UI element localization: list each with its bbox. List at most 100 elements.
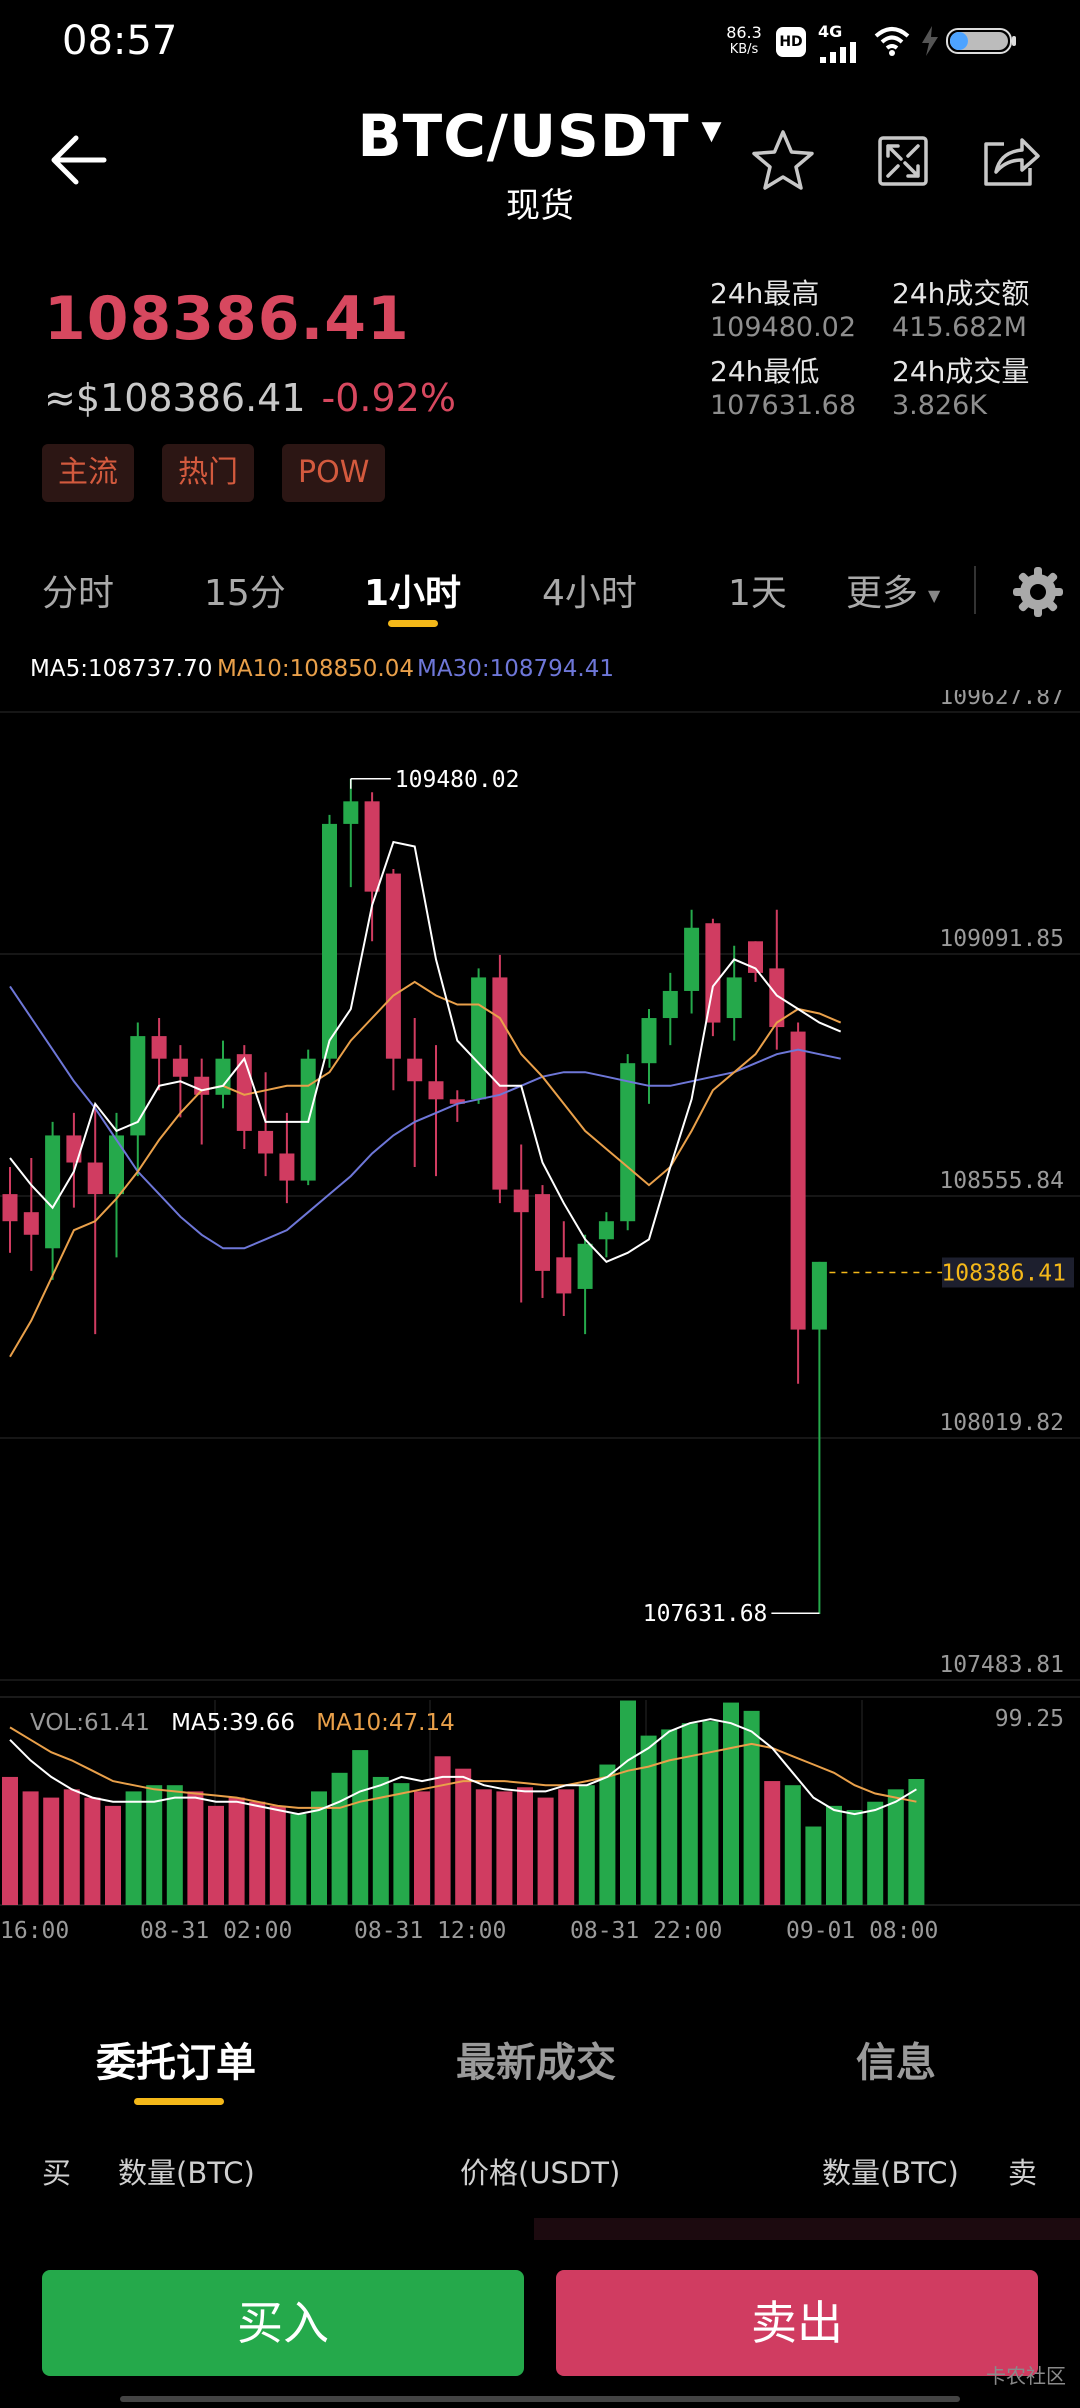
candle-up [641,1018,657,1064]
price-markers: 109480.02 107631.68 108386.41 [350,767,1074,1627]
volume-bars [2,1700,925,1905]
header-buy: 买 [42,2156,72,2190]
fullscreen-icon[interactable] [868,126,938,196]
volume-bar [826,1805,842,1905]
ma-lines [9,840,842,1358]
tab-timeframe-line[interactable]: 分时 [42,573,115,614]
tab-timeframe-1h[interactable]: 1小时 [364,573,462,614]
candle-down [492,977,508,1190]
volume-bar [331,1772,348,1905]
tag-mainstream[interactable]: 主流 [42,444,134,502]
tag-hot[interactable]: 热门 [162,444,254,502]
share-icon[interactable] [974,126,1044,196]
price-approx-row: ≈$108386.41 -0.92% [44,376,456,420]
tab-timeframe-4h[interactable]: 4小时 [542,573,637,614]
battery-icon [946,28,1016,54]
candle-down [407,1058,423,1082]
volume-bar [620,1700,636,1905]
caret-down-icon: ▼ [928,585,941,605]
volume-bar [908,1779,925,1905]
candle-up [684,927,700,991]
volume-bar [84,1797,101,1905]
candle-up [109,1135,124,1195]
candle-up [598,1221,614,1240]
back-arrow-icon[interactable] [46,128,110,192]
candle-up [471,977,487,1100]
stat-amount-label: 24h成交额 [892,277,1030,310]
pair-selector[interactable]: BTC/USDT ▼ [0,102,1080,170]
settings-gear-icon[interactable] [1010,564,1066,620]
ma5-legend: MA5:108737.70 [30,656,213,682]
candle-down [449,1099,465,1104]
volume-bar [22,1791,39,1905]
candle-down [258,1130,274,1154]
last-price-badge [942,1257,1074,1288]
tag-pow[interactable]: POW [282,444,386,502]
candle-up [322,823,337,1059]
watermark: 卡农社区 [986,2364,1066,2388]
volume-bar [517,1787,533,1905]
orderbook-depth-bar [534,2218,1080,2240]
y-axis-labels: 109627.87 109091.85 108555.84 108019.82 1074… [939,690,1064,1732]
volume-bar [187,1791,204,1905]
candle-up [811,1261,827,1330]
signal-icon: 4G [818,22,864,63]
volume-bar [558,1789,575,1905]
candlestick-chart[interactable]: 109627.87 109091.85 108555.84 108019.82 1074… [0,690,1080,1940]
star-icon[interactable] [748,126,818,196]
tab-timeframe-15m[interactable]: 15分 [204,573,286,614]
stat-volume-label: 24h成交量 [892,355,1030,388]
stat-high-value: 109480.02 [710,312,857,343]
status-time: 08:57 [62,18,178,64]
candle-down [87,1162,103,1195]
x-axis-label: 08-31 22:00 [570,1918,722,1940]
volume-bar [846,1809,863,1905]
volume-ma-lines [9,1718,917,1816]
vol-legend-ma5: MA5:39.66 [171,1710,295,1736]
candle-down [194,1076,210,1095]
candle-down [236,1054,252,1131]
volume-bar [290,1814,307,1905]
divider [974,566,976,614]
stat-volume-value: 3.826K [892,390,988,421]
buy-button[interactable]: 买入 [42,2270,524,2376]
volume-bar [414,1791,430,1905]
tab-timeframe-more[interactable]: 更多 ▼ [846,564,940,616]
home-indicator [120,2396,960,2402]
low-marker-label: 107631.68 [643,1601,768,1627]
stat-amount-value: 415.682M [892,312,1027,343]
tab-latest-trades[interactable]: 最新成交 [456,2040,616,2086]
volume-axis-max: 99.25 [995,1706,1064,1732]
sell-button[interactable]: 卖出 [556,2270,1038,2376]
network-type: 4G [818,22,843,41]
volume-bar [496,1791,513,1905]
net-speed-unit: KB/s [729,42,759,57]
volume-bar [887,1789,904,1905]
candle-down [151,1036,167,1059]
tab-info[interactable]: 信息 [856,2040,936,2086]
volume-bar [578,1785,595,1905]
tab-orders[interactable]: 委托订单 [96,2040,256,2086]
volume-bar [372,1776,389,1905]
volume-bar [393,1783,410,1905]
price-approx: ≈$108386.41 [44,376,306,420]
market-type: 现货 [506,186,574,226]
vol-legend-value: VOL:61.41 [30,1710,150,1736]
tab-timeframe-1d[interactable]: 1天 [728,573,787,614]
candles [2,778,827,1614]
candle-down [705,923,721,1023]
volume-bar [125,1791,142,1905]
volume-bar [599,1764,616,1905]
y-axis-label: 108555.84 [939,1168,1064,1194]
volume-bar [352,1750,369,1905]
ma10-line [9,980,842,1358]
volume-bar [105,1805,121,1905]
y-axis-label: 107483.81 [939,1652,1064,1678]
volume-bar [311,1791,327,1905]
net-speed: 86.3 KB/s [718,24,770,58]
bottom-tab-indicator [134,2098,224,2105]
active-tab-indicator [388,620,438,627]
stat-low-value: 107631.68 [710,390,857,421]
more-label: 更多 [846,573,919,614]
volume-bar [146,1785,163,1905]
